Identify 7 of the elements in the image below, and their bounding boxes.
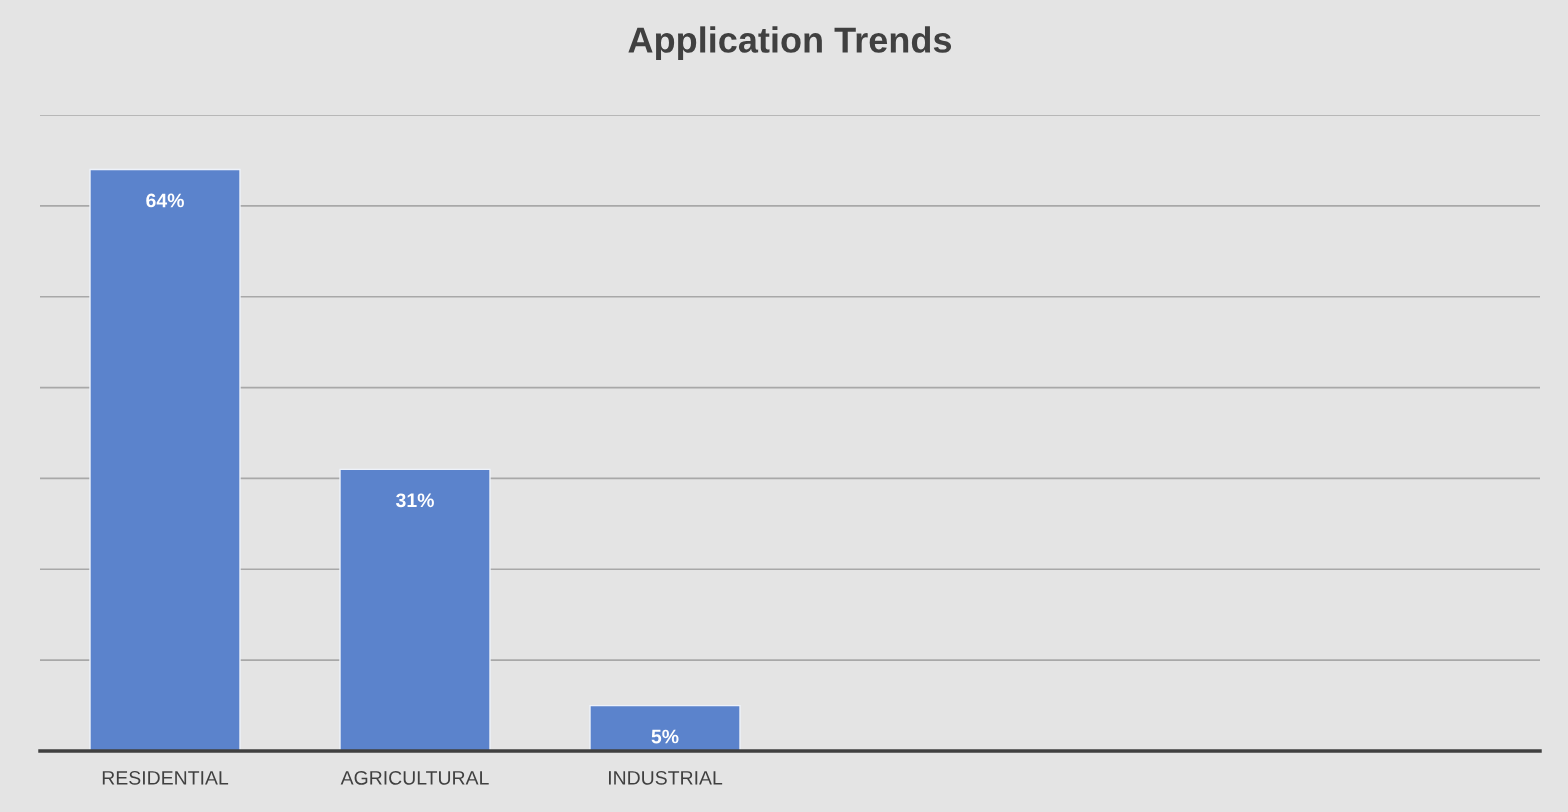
data-label: 5% bbox=[651, 729, 679, 744]
chart-title: Application Trends bbox=[628, 26, 952, 60]
x-tick-label: RESIDENTIAL bbox=[102, 770, 229, 785]
x-tick-label: AGRICULTURAL bbox=[340, 770, 489, 785]
x-tick-label: INDUSTRIAL bbox=[608, 770, 723, 785]
data-label: 64% bbox=[146, 193, 184, 208]
data-label: 31% bbox=[395, 493, 434, 508]
